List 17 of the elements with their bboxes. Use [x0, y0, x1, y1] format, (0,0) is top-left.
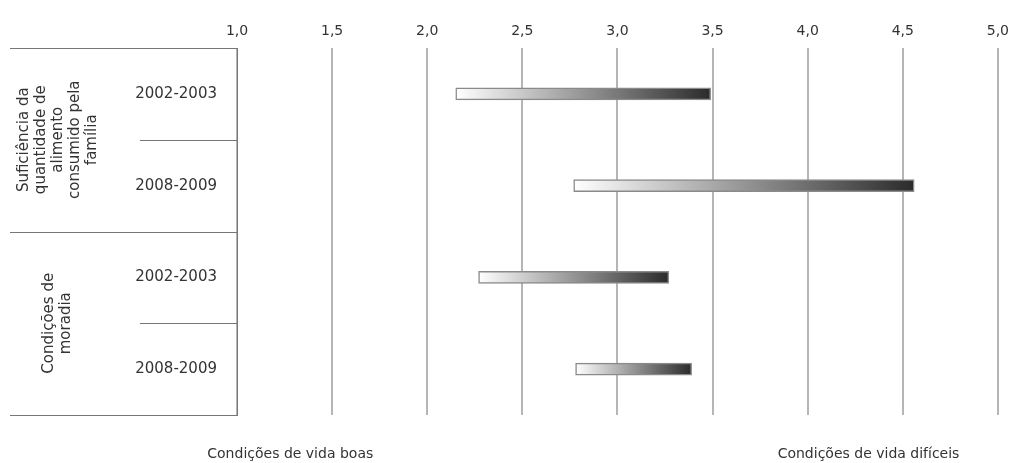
- text: Condições de moradia: [39, 272, 75, 374]
- x-tick-label: 1,5: [320, 22, 344, 39]
- x-tick-label: 2,0: [416, 22, 439, 39]
- y-tick-label: 2002-2003: [135, 83, 217, 102]
- y-tick-label: 2002-2003: [135, 267, 217, 286]
- x-tick-label: 5,0: [986, 22, 1009, 39]
- y-tick-label: 2008-2009: [135, 175, 217, 194]
- y-tick-label: 2008-2009: [135, 359, 217, 378]
- text: Condições de vida boas: [207, 445, 374, 461]
- x-tick-label: 2,5: [511, 22, 534, 39]
- x-tick-label: 1,0: [225, 22, 249, 39]
- x-tick-label: 3,5: [701, 22, 724, 39]
- text: Suficiência da quantidade de alimento consumido pela família: [13, 80, 100, 200]
- x-tick-label: 4,0: [796, 22, 819, 39]
- text: Condições de vida difíceis: [777, 445, 960, 461]
- x-tick-label: 4,5: [891, 22, 914, 39]
- x-tick-label: 3,0: [606, 22, 629, 39]
